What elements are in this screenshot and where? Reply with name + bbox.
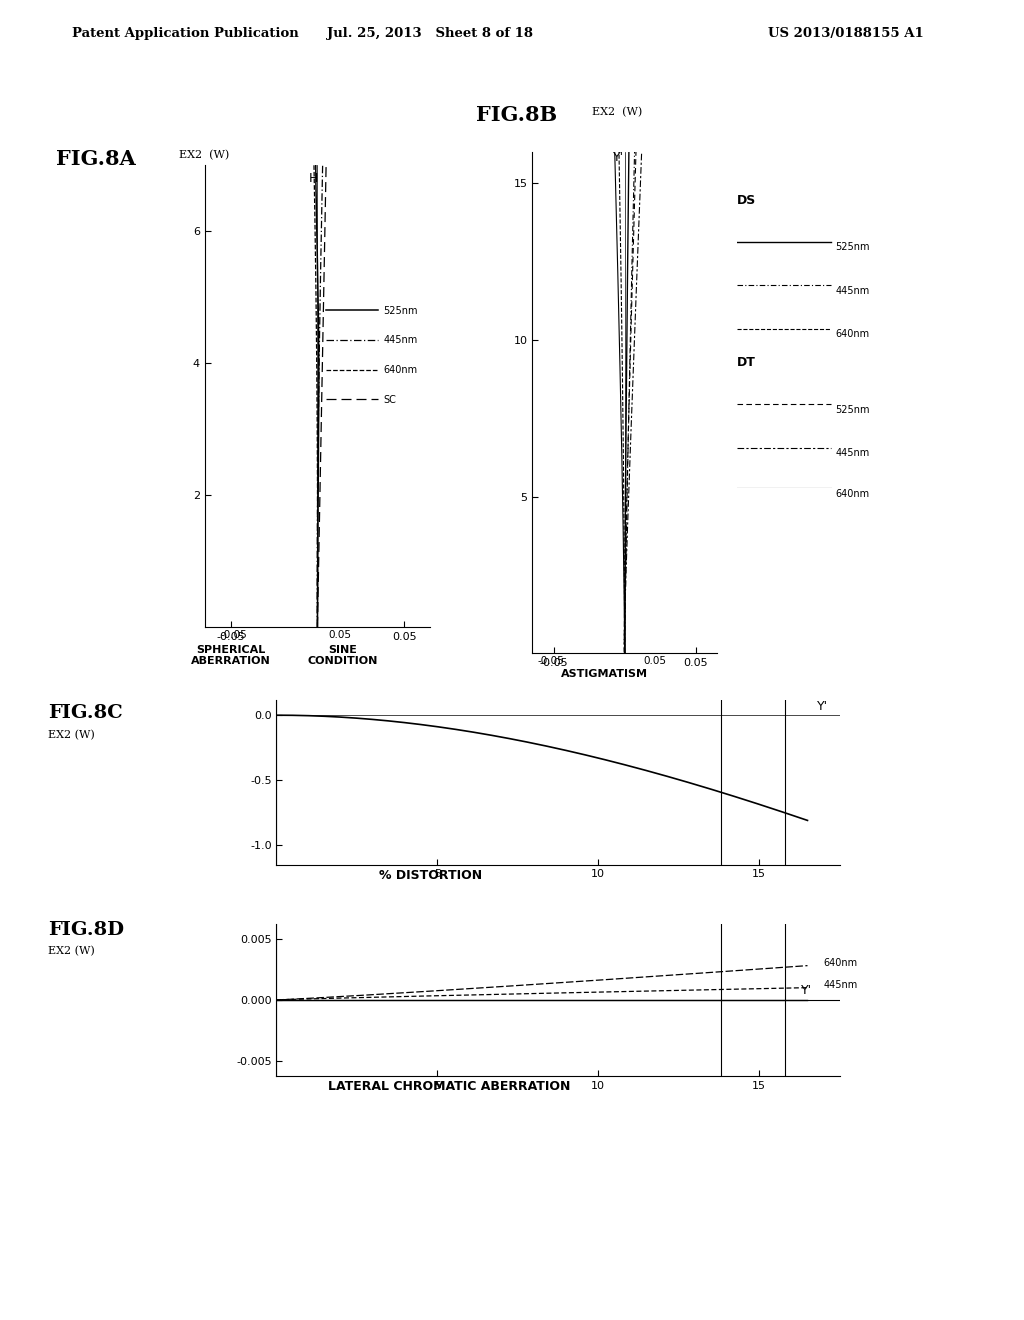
Text: DS: DS — [737, 194, 757, 207]
Text: FIG.8C: FIG.8C — [48, 704, 123, 722]
Text: -0.05: -0.05 — [220, 630, 247, 640]
Text: SINE: SINE — [329, 645, 357, 656]
Text: 525nm: 525nm — [836, 405, 870, 414]
Text: 525nm: 525nm — [836, 243, 870, 252]
Text: DT: DT — [737, 356, 756, 370]
Text: SPHERICAL: SPHERICAL — [196, 645, 265, 656]
Text: 445nm: 445nm — [383, 335, 418, 346]
Text: EX2 (W): EX2 (W) — [48, 730, 95, 741]
Text: 445nm: 445nm — [823, 979, 858, 990]
Text: Y': Y' — [801, 983, 812, 997]
Text: EX2 (W): EX2 (W) — [48, 946, 95, 957]
Text: 0.05: 0.05 — [644, 656, 667, 667]
Text: FIG.8A: FIG.8A — [56, 149, 136, 169]
Text: EX2  (W): EX2 (W) — [179, 150, 229, 161]
Text: 640nm: 640nm — [836, 330, 869, 339]
Text: H: H — [309, 172, 318, 185]
Text: Y': Y' — [817, 700, 828, 713]
Text: 640nm: 640nm — [383, 364, 418, 375]
Text: 0.05: 0.05 — [329, 630, 351, 640]
Text: US 2013/0188155 A1: US 2013/0188155 A1 — [768, 26, 924, 40]
Text: ASTIGMATISM: ASTIGMATISM — [561, 669, 647, 680]
Text: ABERRATION: ABERRATION — [190, 656, 270, 667]
Text: 525nm: 525nm — [383, 305, 418, 315]
Text: 640nm: 640nm — [823, 957, 858, 968]
Text: EX2  (W): EX2 (W) — [592, 107, 642, 117]
Text: FIG.8B: FIG.8B — [476, 106, 557, 125]
Text: Y': Y' — [613, 152, 625, 164]
Text: Jul. 25, 2013   Sheet 8 of 18: Jul. 25, 2013 Sheet 8 of 18 — [327, 26, 534, 40]
Text: CONDITION: CONDITION — [308, 656, 378, 667]
Text: % DISTORTION: % DISTORTION — [379, 869, 482, 882]
Text: FIG.8D: FIG.8D — [48, 920, 124, 939]
Text: SC: SC — [383, 395, 396, 405]
Text: 640nm: 640nm — [836, 490, 869, 499]
Text: -0.05: -0.05 — [538, 656, 564, 667]
Text: Patent Application Publication: Patent Application Publication — [72, 26, 298, 40]
Text: 445nm: 445nm — [836, 449, 869, 458]
Text: LATERAL CHROMATIC ABERRATION: LATERAL CHROMATIC ABERRATION — [328, 1080, 570, 1093]
Text: 445nm: 445nm — [836, 286, 869, 296]
